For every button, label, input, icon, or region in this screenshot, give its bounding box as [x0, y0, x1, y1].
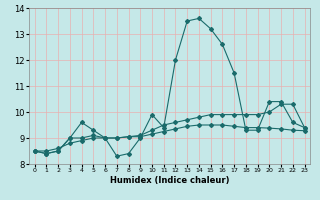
- X-axis label: Humidex (Indice chaleur): Humidex (Indice chaleur): [110, 176, 229, 185]
